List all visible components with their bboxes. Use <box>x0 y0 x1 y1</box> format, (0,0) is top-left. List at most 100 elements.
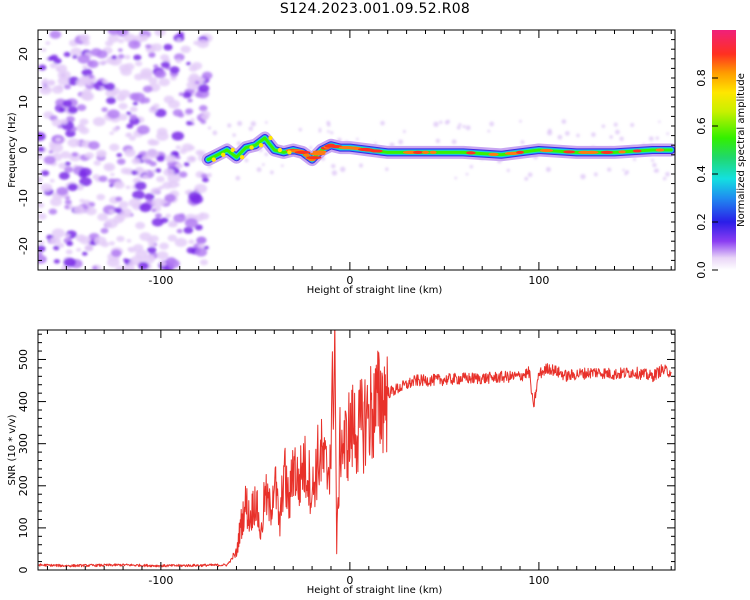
noise-speckle <box>60 118 69 125</box>
noise-layer <box>38 30 670 270</box>
noise-speckle <box>131 92 145 102</box>
noise-speckle <box>185 108 194 115</box>
noise-speckle <box>48 208 58 215</box>
noise-speckle <box>81 251 88 256</box>
noise-speckle <box>162 181 173 190</box>
noise-speckle <box>98 175 108 183</box>
noise-speckle <box>178 171 188 178</box>
noise-speckle <box>97 213 109 222</box>
noise-speckle <box>153 64 159 69</box>
colorbar-tick-label: 0.6 <box>695 117 708 135</box>
noise-speckle <box>169 66 180 74</box>
y-tick-label: -10 <box>17 189 30 207</box>
noise-speckle <box>41 170 50 177</box>
noise-speckle <box>227 123 232 128</box>
ridge-hotspot <box>211 157 216 162</box>
noise-speckle <box>469 164 474 169</box>
noise-speckle <box>519 119 522 123</box>
noise-speckle <box>142 174 149 179</box>
noise-speckle <box>47 56 55 61</box>
ridge-hotspot <box>413 150 423 154</box>
noise-speckle <box>439 120 443 124</box>
noise-speckle <box>580 173 586 180</box>
noise-speckle <box>104 82 116 91</box>
noise-speckle <box>462 125 466 129</box>
noise-speckle <box>38 64 47 71</box>
noise-speckle <box>58 162 67 169</box>
noise-speckle <box>330 131 334 135</box>
colorbar <box>712 30 736 270</box>
noise-speckle <box>446 119 450 124</box>
noise-speckle <box>309 146 313 150</box>
noise-speckle <box>184 218 198 228</box>
noise-speckle <box>633 157 637 161</box>
noise-speckle <box>92 174 101 180</box>
noise-speckle <box>124 148 136 157</box>
noise-speckle <box>96 149 107 158</box>
noise-speckle <box>49 30 62 39</box>
noise-speckle <box>38 146 45 152</box>
noise-speckle <box>104 218 118 229</box>
noise-speckle <box>151 197 165 208</box>
noise-speckle <box>171 131 185 141</box>
noise-speckle <box>593 172 598 177</box>
noise-speckle <box>79 177 92 187</box>
noise-speckle <box>256 167 262 173</box>
noise-speckle <box>201 71 213 80</box>
noise-speckle <box>264 152 269 157</box>
ridge-hotspot <box>466 151 476 155</box>
noise-speckle <box>458 123 462 127</box>
noise-speckle <box>140 71 153 80</box>
noise-speckle <box>84 244 94 252</box>
noise-speckle <box>194 224 203 231</box>
noise-speckle <box>136 125 150 135</box>
noise-speckle <box>607 167 612 172</box>
noise-speckle <box>194 183 208 194</box>
noise-speckle <box>176 228 183 234</box>
noise-speckle <box>141 97 151 104</box>
noise-speckle <box>141 37 148 42</box>
noise-speckle <box>331 163 336 169</box>
colorbar-tick-label: 0.4 <box>695 165 708 183</box>
noise-speckle <box>524 176 529 181</box>
noise-speckle <box>340 166 346 172</box>
noise-speckle <box>133 42 138 46</box>
noise-speckle <box>173 34 185 42</box>
noise-speckle <box>67 183 78 192</box>
noise-speckle <box>151 208 157 213</box>
noise-speckle <box>232 133 236 137</box>
y-tick-label: 20 <box>17 47 30 61</box>
noise-speckle <box>144 193 155 201</box>
noise-speckle <box>85 207 97 216</box>
noise-speckle <box>199 212 210 220</box>
noise-speckle <box>128 261 136 267</box>
noise-speckle <box>106 97 116 105</box>
ridge-hotspot <box>655 148 665 152</box>
noise-speckle <box>487 129 491 133</box>
noise-speckle <box>78 123 84 128</box>
noise-speckle <box>79 118 89 126</box>
noise-speckle <box>156 155 165 162</box>
noise-speckle <box>93 160 101 166</box>
noise-speckle <box>72 54 78 59</box>
noise-speckle <box>156 127 168 136</box>
noise-speckle <box>506 168 510 173</box>
noise-speckle <box>48 150 54 154</box>
noise-speckle <box>57 125 63 129</box>
noise-speckle <box>64 84 71 90</box>
noise-speckle <box>148 52 156 57</box>
noise-speckle <box>49 236 61 245</box>
noise-speckle <box>147 246 157 254</box>
noise-speckle <box>112 127 119 132</box>
noise-speckle <box>56 186 69 196</box>
noise-speckle <box>116 158 126 165</box>
noise-speckle <box>158 185 165 190</box>
plot-frame <box>37 29 676 271</box>
noise-speckle <box>117 48 123 52</box>
noise-speckle <box>64 161 71 166</box>
noise-speckle <box>658 120 661 124</box>
noise-speckle <box>82 65 88 70</box>
noise-speckle <box>178 92 184 97</box>
noise-speckle <box>137 261 149 270</box>
noise-speckle <box>67 106 78 114</box>
